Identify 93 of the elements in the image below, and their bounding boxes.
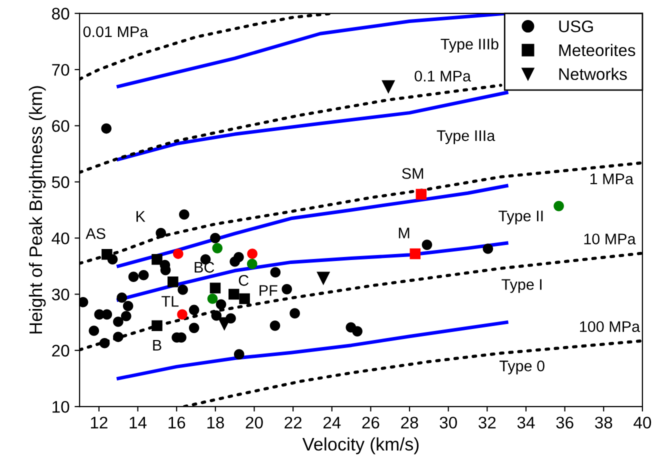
annotation: PF <box>260 285 278 296</box>
x-tick-label: 18 <box>207 416 224 429</box>
x-tick-label: 32 <box>478 416 496 429</box>
point <box>352 326 362 336</box>
point <box>120 310 132 322</box>
point <box>156 228 166 238</box>
point <box>216 299 226 310</box>
annotation: C <box>238 275 249 286</box>
annotation: Type IIIa <box>436 130 496 144</box>
point <box>210 282 221 294</box>
point <box>168 276 178 288</box>
point <box>247 248 258 259</box>
x-tick-label: 22 <box>284 416 302 428</box>
point <box>188 322 200 334</box>
point <box>410 248 421 260</box>
annotation: 1 MPa <box>590 174 634 184</box>
x-tick-label: 26 <box>362 416 380 429</box>
point <box>212 243 223 254</box>
point <box>234 349 244 360</box>
annotation: M <box>398 228 410 238</box>
y-tick-label: 40 <box>52 232 70 244</box>
point <box>113 332 124 342</box>
point <box>282 284 292 294</box>
y-tick-label: 20 <box>52 344 70 357</box>
point <box>228 288 240 300</box>
annotation: 0.01 MPa <box>83 26 148 38</box>
point <box>102 248 112 260</box>
x-tick-label: 14 <box>130 416 147 428</box>
point <box>207 294 218 304</box>
x-tick-label: 36 <box>556 416 574 429</box>
x-tick-label: 12 <box>90 416 108 428</box>
y-tick-label: 10 <box>52 400 70 413</box>
annotation: 0.1 MPa <box>414 70 471 82</box>
annotation: Type IIIb <box>440 38 498 53</box>
point <box>138 270 149 280</box>
point <box>152 320 162 332</box>
point <box>179 209 190 220</box>
point <box>178 284 188 295</box>
point <box>382 80 396 94</box>
point <box>99 338 110 348</box>
point <box>173 248 184 259</box>
x-tick-label: 24 <box>323 416 341 428</box>
point <box>230 256 240 267</box>
line-series <box>116 90 508 162</box>
x-axis-title: Velocity (km/s) <box>302 437 419 454</box>
annotation: K <box>136 211 146 222</box>
annotation: AS <box>86 228 106 240</box>
point <box>290 308 300 318</box>
point <box>113 316 124 327</box>
annotation: 100 MPa <box>580 321 640 332</box>
x-tick-label: 16 <box>168 416 186 429</box>
annotation: Type I <box>502 279 542 293</box>
legend-label: Meteorites <box>559 44 636 56</box>
point <box>270 320 280 331</box>
point <box>188 304 200 316</box>
point <box>416 188 427 200</box>
y-tick-label: 70 <box>52 64 70 76</box>
point <box>316 272 330 286</box>
point <box>152 254 162 265</box>
point <box>554 200 564 212</box>
point <box>122 300 134 312</box>
annotation: 10 MPa <box>584 234 636 244</box>
x-tick-label: 20 <box>246 416 263 429</box>
x-tick-label: 40 <box>634 416 652 429</box>
y-axis-title: Height of Peak Brightness (km) <box>28 86 46 334</box>
y-tick-label: 30 <box>52 288 70 300</box>
y-tick-label: 50 <box>52 176 70 188</box>
y-tick-label: 80 <box>52 8 70 20</box>
x-tick-label: 30 <box>440 416 457 429</box>
point <box>102 309 112 320</box>
point <box>246 258 258 270</box>
point <box>422 240 432 250</box>
point <box>177 309 188 320</box>
y-tick-label: 60 <box>52 120 70 132</box>
annotation: Type 0 <box>500 360 544 374</box>
x-tick-label: 34 <box>517 416 535 429</box>
annotation: B <box>153 340 162 350</box>
point <box>270 267 281 278</box>
point <box>101 123 112 134</box>
point <box>482 244 494 254</box>
point <box>210 232 220 244</box>
annotation: Type II <box>498 210 543 224</box>
annotation: TL <box>162 296 179 307</box>
point <box>116 292 128 303</box>
annotation: SM <box>402 168 424 179</box>
point <box>88 326 100 336</box>
point <box>128 272 139 282</box>
legend-label: USG <box>559 20 593 32</box>
x-tick-label: 28 <box>401 416 418 429</box>
legend-label: Networks <box>559 68 627 80</box>
point <box>211 310 222 321</box>
x-tick-label: 38 <box>594 416 612 429</box>
point <box>239 293 250 304</box>
